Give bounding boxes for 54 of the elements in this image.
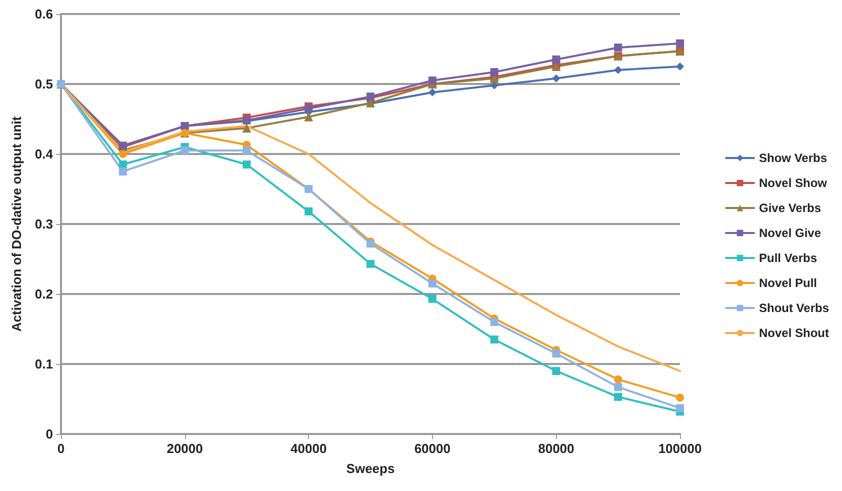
legend-label: Novel Shout	[758, 326, 829, 340]
x-tick-label: 60000	[414, 441, 450, 456]
point	[614, 66, 622, 74]
point	[366, 240, 374, 248]
point	[676, 39, 684, 48]
y-tick-label: 0.3	[34, 216, 53, 232]
x-tick-label: 0	[57, 441, 65, 456]
point	[552, 350, 560, 358]
point	[304, 207, 313, 216]
x-tick-label: 40000	[290, 441, 327, 456]
point	[304, 104, 313, 112]
legend-label: Novel Show	[758, 176, 828, 190]
y-tick-label: 0.2	[34, 286, 53, 302]
point	[428, 76, 436, 84]
point	[552, 367, 560, 375]
point	[118, 150, 127, 158]
point	[428, 294, 436, 303]
x-tick-label: 100000	[658, 441, 702, 456]
legend-label: Shout Verbs	[758, 301, 830, 315]
point	[614, 392, 622, 401]
point	[676, 394, 684, 402]
point	[676, 62, 684, 70]
point	[242, 146, 251, 154]
legend-label: Give Verbs	[758, 201, 822, 215]
legend-label: Pull Verbs	[758, 251, 818, 265]
point	[118, 168, 127, 176]
legend-label: Novel Pull	[758, 276, 817, 290]
point	[366, 260, 374, 268]
point	[490, 68, 498, 76]
point	[428, 88, 436, 96]
point	[490, 336, 498, 344]
x-tick-label: 20000	[166, 441, 203, 456]
point	[490, 318, 498, 326]
x-tick-label: 80000	[538, 441, 574, 456]
point	[304, 112, 314, 122]
point	[552, 56, 560, 64]
y-tick-label: 0.5	[34, 76, 53, 92]
point	[242, 160, 251, 168]
y-tick-label: 0.6	[34, 6, 53, 22]
point	[552, 74, 560, 82]
point	[614, 375, 622, 384]
y-tick-label: 0.1	[34, 356, 53, 372]
y-axis-title: Activation of DO-dative output unit	[9, 116, 24, 332]
x-axis-title: Sweeps	[346, 461, 395, 476]
point	[676, 404, 684, 412]
point	[614, 44, 622, 52]
point	[614, 383, 622, 392]
point	[242, 124, 252, 133]
legend-label: Novel Give	[758, 226, 822, 240]
y-tick-label: 0.4	[34, 146, 54, 162]
point	[428, 280, 436, 288]
point	[180, 146, 189, 154]
y-tick-label: 0	[46, 426, 53, 442]
legend-label: Show Verbs	[758, 151, 828, 165]
